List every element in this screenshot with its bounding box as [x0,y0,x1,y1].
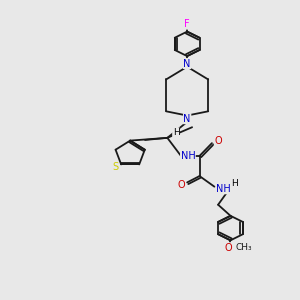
Text: NH: NH [216,184,231,194]
Text: H: H [231,179,238,188]
Text: H: H [172,128,179,137]
Text: NH: NH [181,151,195,161]
Text: N: N [184,58,191,68]
Text: CH₃: CH₃ [236,243,253,252]
Text: N: N [184,114,191,124]
Text: O: O [225,243,232,253]
Text: F: F [184,19,190,29]
Text: O: O [214,136,222,146]
Text: O: O [177,179,185,190]
Text: S: S [112,161,118,172]
